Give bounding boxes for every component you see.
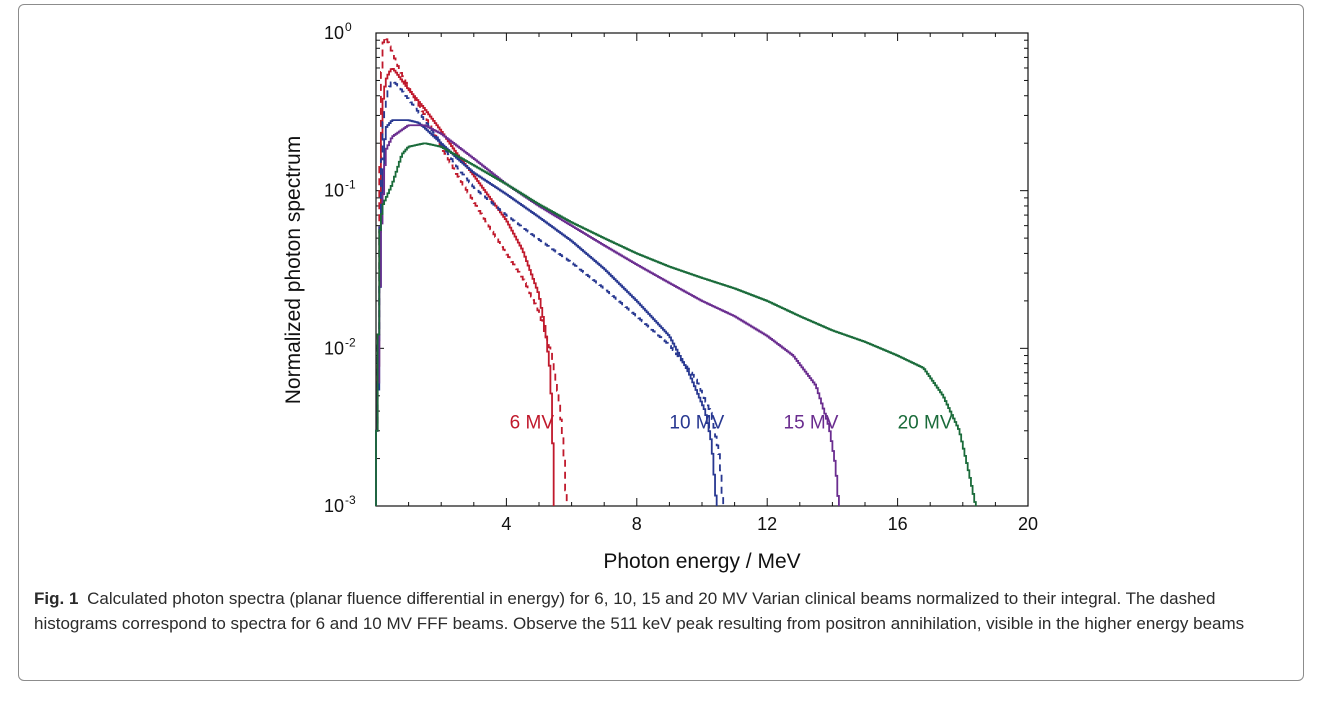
y-tick-exponent: 0 — [345, 20, 352, 34]
series-15-mv — [375, 124, 840, 506]
series-labels: 6 MV 10 MV 15 MV 20 MV — [510, 413, 953, 434]
label-10-mv: 10 MV — [669, 413, 724, 434]
plot-area — [375, 32, 1029, 507]
series-6-mv-fff — [375, 36, 568, 506]
y-tick-label: 10 — [324, 496, 344, 516]
series-10-mv-fff — [375, 80, 725, 506]
x-tick-label: 12 — [757, 514, 777, 534]
y-tick-label: 10 — [324, 338, 344, 358]
y-tick-exponent: -1 — [345, 178, 356, 192]
x-tick-label: 4 — [501, 514, 511, 534]
y-tick-exponent: -3 — [345, 493, 356, 507]
x-tick-label: 16 — [888, 514, 908, 534]
y-tick-label: 10 — [324, 23, 344, 43]
y-axis-label: Normalized photon spectrum — [282, 136, 305, 404]
x-tick-label: 20 — [1018, 514, 1038, 534]
x-tick-label: 8 — [632, 514, 642, 534]
label-15-mv: 15 MV — [784, 413, 839, 434]
series-20-mv — [375, 142, 977, 506]
series-10-mv — [375, 119, 718, 506]
series-layer — [375, 36, 977, 506]
y-tick-label: 10 — [324, 181, 344, 201]
caption-label: Fig. 1 — [34, 589, 79, 608]
label-20-mv: 20 MV — [898, 413, 953, 434]
figure-caption: Fig. 1 Calculated photon spectra (planar… — [34, 586, 1290, 636]
y-tick-exponent: -2 — [345, 335, 356, 349]
x-axis-label: Photon energy / MeV — [603, 550, 800, 573]
label-6-mv: 6 MV — [510, 413, 555, 434]
caption-text: Calculated photon spectra (planar fluenc… — [34, 589, 1245, 633]
